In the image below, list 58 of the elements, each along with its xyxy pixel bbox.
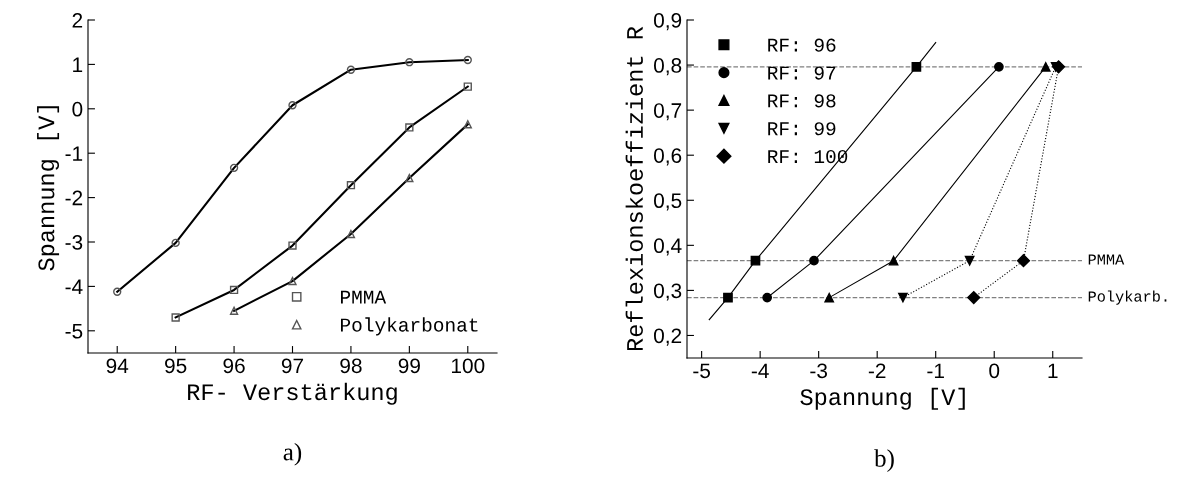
y-tick-label: -1 xyxy=(65,146,83,161)
legend-label: Polykarbonat xyxy=(341,317,478,336)
y-tick-label: 0,7 xyxy=(653,103,682,121)
x-tick-label: 99 xyxy=(398,358,420,374)
point xyxy=(750,255,761,266)
x-axis-title: Spannung [V] xyxy=(800,387,965,410)
x-tick-label: 100 xyxy=(452,358,485,374)
y-tick-label: 0,3 xyxy=(653,283,682,301)
y-tick-label: 1 xyxy=(73,57,83,72)
y-tick-label: 0,8 xyxy=(653,58,682,76)
point xyxy=(723,292,733,303)
point xyxy=(809,255,819,266)
y-tick-label: 2 xyxy=(72,13,83,28)
y-tick-label: -4 xyxy=(65,279,83,294)
text: a) xyxy=(283,442,302,466)
ref-line-label: PMMA xyxy=(1088,254,1125,265)
x-tick-label: 97 xyxy=(281,358,304,374)
x-tick-label: -4 xyxy=(751,363,769,378)
x-tick-label: -5 xyxy=(693,363,711,379)
y-tick-label: 0,6 xyxy=(653,148,682,166)
x-tick-label: -3 xyxy=(810,363,828,379)
x-tick-label: 94 xyxy=(106,358,129,374)
y-axis-title: Spannung [V] xyxy=(37,106,60,271)
legend-label: PMMA xyxy=(341,290,387,304)
point xyxy=(994,62,1004,72)
y-tick-label: 0,9 xyxy=(653,13,682,31)
x-tick-label: -1 xyxy=(927,363,944,378)
point xyxy=(911,62,922,72)
point xyxy=(1016,254,1031,268)
x-axis-title: RF- Verstärkung xyxy=(188,382,397,405)
y-tick-label: -5 xyxy=(65,324,83,339)
y-tick-label: -2 xyxy=(65,190,83,206)
y-axis-title: Reflexionskoeffizient R xyxy=(625,26,643,351)
point xyxy=(898,292,908,303)
legend-label: RF: 98 xyxy=(768,94,836,108)
y-tick-label: -3 xyxy=(65,235,83,250)
text: b) xyxy=(874,449,894,472)
x-tick-label: 98 xyxy=(340,358,362,374)
point xyxy=(967,291,981,305)
point xyxy=(762,292,773,303)
point xyxy=(1052,60,1066,74)
y-tick-label: 0,5 xyxy=(653,193,682,211)
x-tick-label: 95 xyxy=(165,358,187,374)
ref-line-label: Polykarb. xyxy=(1088,290,1167,305)
point xyxy=(964,255,975,266)
y-tick-label: 0,2 xyxy=(653,328,682,346)
x-tick-label: -2 xyxy=(868,363,886,378)
legend-label: RF: 97 xyxy=(768,66,836,80)
legend-label: RF: 96 xyxy=(768,38,836,52)
point xyxy=(1040,62,1051,72)
point xyxy=(888,255,899,266)
y-tick-label: 0 xyxy=(72,101,83,117)
y-tick-label: 0,4 xyxy=(653,238,682,256)
legend-label: RF: 99 xyxy=(768,122,836,136)
x-tick-label: 1 xyxy=(1048,363,1058,378)
point xyxy=(824,292,835,303)
x-tick-label: 96 xyxy=(223,358,245,374)
x-tick-label: 0 xyxy=(989,363,1000,379)
